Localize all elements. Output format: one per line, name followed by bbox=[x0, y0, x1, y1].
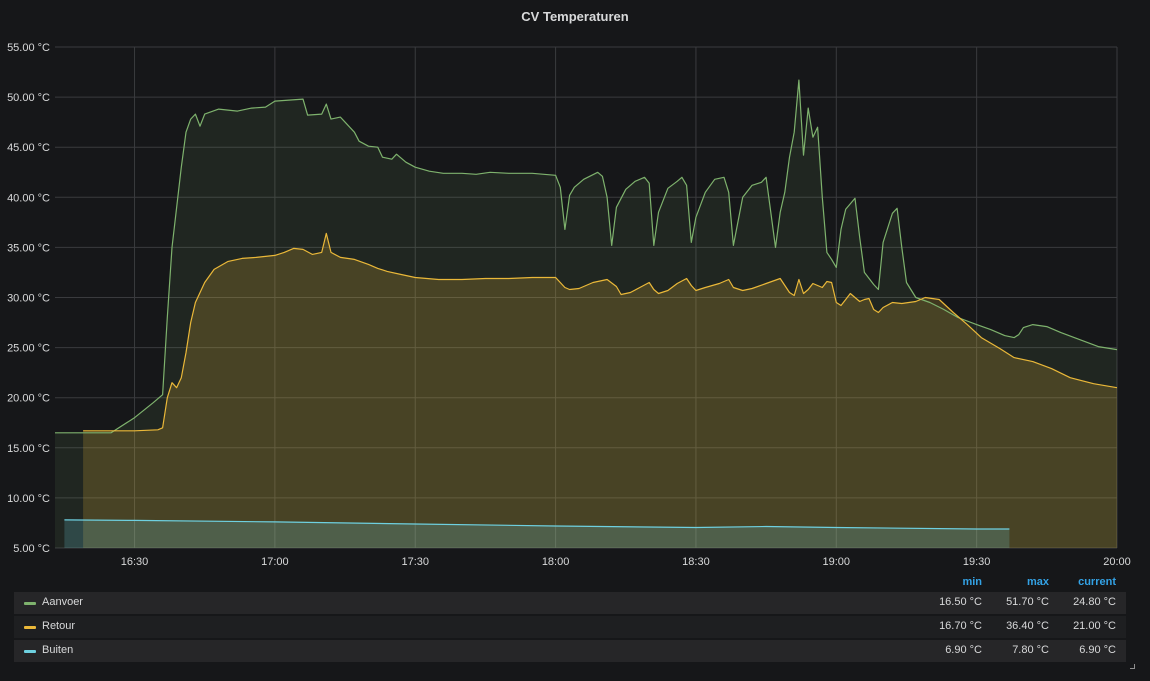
chart-grid bbox=[55, 46, 1118, 549]
panel-resize-handle-icon[interactable] bbox=[1130, 664, 1135, 669]
x-tick-label: 17:30 bbox=[401, 556, 429, 568]
chart-areas bbox=[55, 80, 1118, 548]
legend-max-value: 51.70 °C bbox=[1006, 596, 1049, 608]
series-color-swatch[interactable] bbox=[24, 650, 36, 653]
x-tick-label: 18:30 bbox=[682, 556, 710, 568]
chart-lines bbox=[55, 79, 1118, 530]
legend-max-value: 7.80 °C bbox=[1012, 644, 1049, 656]
series-line-buiten[interactable] bbox=[64, 519, 1010, 530]
x-axis: 16:30 17:00 17:30 18:00 18:30 19:00 19:30 20:00 bbox=[121, 556, 1131, 568]
series-color-swatch[interactable] bbox=[24, 602, 36, 605]
legend-header-current[interactable]: current bbox=[1078, 576, 1116, 588]
legend-current-value: 24.80 °C bbox=[1073, 596, 1116, 608]
temperature-chart: 5.00 °C 10.00 °C 15.00 °C 20.00 °C 25.00 °C 3… bbox=[7, 42, 1131, 568]
legend-header: min max current bbox=[14, 576, 1126, 590]
legend-current-value: 6.90 °C bbox=[1079, 644, 1116, 656]
y-tick-label: 50.00 °C bbox=[7, 92, 50, 104]
legend-row-aanvoer[interactable]: Aanvoer 16.50 °C 51.70 °C 24.80 °C bbox=[14, 592, 1126, 614]
y-tick-label: 30.00 °C bbox=[7, 293, 50, 305]
x-tick-label: 19:30 bbox=[963, 556, 991, 568]
y-tick-label: 5.00 °C bbox=[13, 543, 50, 555]
legend-header-min[interactable]: min bbox=[962, 576, 982, 588]
x-tick-label: 16:30 bbox=[121, 556, 149, 568]
legend-min-value: 6.90 °C bbox=[945, 644, 982, 656]
series-line-retour[interactable] bbox=[83, 232, 1118, 432]
x-tick-label: 19:00 bbox=[823, 556, 851, 568]
series-area-aanvoer bbox=[55, 80, 1117, 548]
x-tick-label: 17:00 bbox=[261, 556, 289, 568]
legend-min-value: 16.70 °C bbox=[939, 620, 982, 632]
panel-title: CV Temperaturen bbox=[521, 9, 629, 24]
y-tick-label: 15.00 °C bbox=[7, 443, 50, 455]
legend-min-value: 16.50 °C bbox=[939, 596, 982, 608]
legend-series-name[interactable]: Retour bbox=[42, 620, 76, 632]
y-tick-label: 35.00 °C bbox=[7, 242, 50, 254]
legend-max-value: 36.40 °C bbox=[1006, 620, 1049, 632]
y-tick-label: 45.00 °C bbox=[7, 142, 50, 154]
series-line-aanvoer[interactable] bbox=[55, 79, 1118, 434]
legend-series-name[interactable]: Buiten bbox=[42, 644, 74, 656]
legend-row-buiten[interactable]: Buiten 6.90 °C 7.80 °C 6.90 °C bbox=[14, 640, 1126, 662]
series-area-retour bbox=[83, 233, 1118, 548]
y-tick-label: 10.00 °C bbox=[7, 493, 50, 505]
legend-header-max[interactable]: max bbox=[1026, 576, 1049, 588]
y-tick-label: 40.00 °C bbox=[7, 192, 50, 204]
legend-series-name[interactable]: Aanvoer bbox=[42, 596, 83, 608]
x-tick-label: 20:00 bbox=[1103, 556, 1131, 568]
y-tick-label: 20.00 °C bbox=[7, 393, 50, 405]
series-color-swatch[interactable] bbox=[24, 626, 36, 629]
x-tick-label: 18:00 bbox=[542, 556, 570, 568]
y-tick-label: 55.00 °C bbox=[7, 42, 50, 54]
y-axis: 5.00 °C 10.00 °C 15.00 °C 20.00 °C 25.00 °C 3… bbox=[7, 42, 50, 555]
legend-row-retour[interactable]: Retour 16.70 °C 36.40 °C 21.00 °C bbox=[14, 616, 1126, 638]
legend-current-value: 21.00 °C bbox=[1073, 620, 1116, 632]
y-tick-label: 25.00 °C bbox=[7, 343, 50, 355]
